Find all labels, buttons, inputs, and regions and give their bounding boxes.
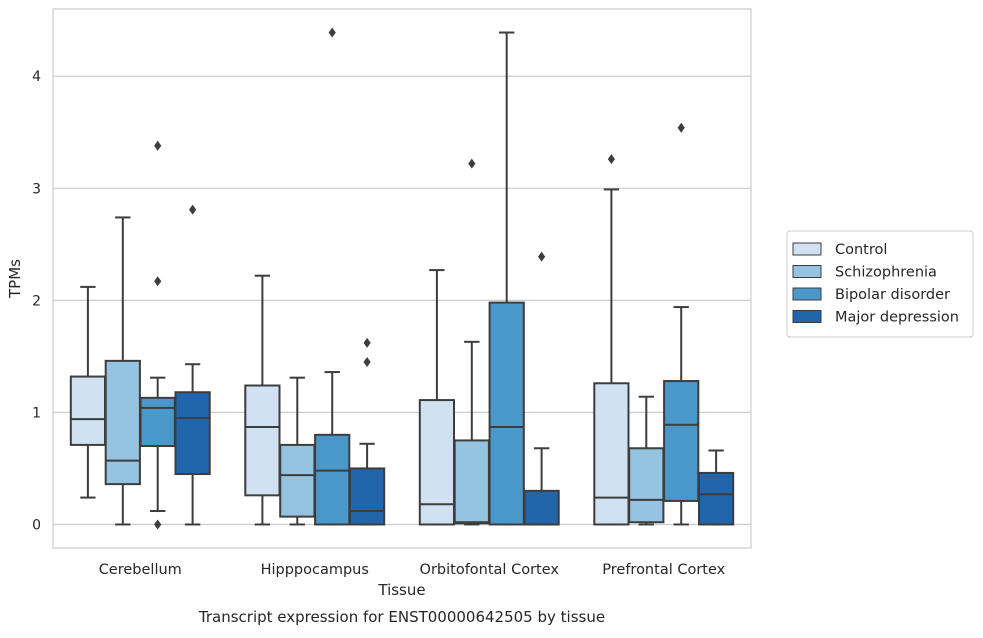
y-tick-label: 0 (32, 517, 41, 533)
legend-swatch (792, 310, 822, 323)
legend-label: Schizophrenia (835, 265, 937, 281)
box-control-hipppocampus (244, 274, 281, 526)
x-axis-label: Tissue (377, 581, 425, 599)
box-major-depression-hipppocampus (348, 337, 386, 526)
outlier-point (154, 276, 162, 287)
legend-swatch (792, 265, 822, 278)
box-body (69, 375, 107, 446)
box-body (348, 467, 386, 526)
box-body (593, 382, 630, 526)
x-tick-label-cerebellum: Cerebellum (99, 562, 182, 578)
box-body (453, 439, 490, 525)
box-layer (69, 27, 735, 530)
box-control-prefrontal-cortex (593, 154, 630, 526)
box-body (418, 399, 456, 526)
outlier-point (363, 356, 371, 367)
box-body (697, 471, 735, 526)
outlier-point (154, 519, 162, 530)
box-major-depression-prefrontal-cortex (697, 449, 735, 526)
box-body (628, 447, 665, 524)
y-tick-label: 4 (32, 69, 41, 85)
outlier-point (468, 158, 476, 169)
box-body (104, 359, 141, 486)
y-tick-label: 1 (32, 405, 41, 421)
x-tick-labels: Cerebellum Hipppocampus Orbitofontal Corte… (99, 562, 726, 578)
outlier-point (328, 27, 336, 38)
box-body (488, 301, 525, 526)
legend-swatch (792, 242, 822, 256)
box-bipolar-disorder-prefrontal-cortex (663, 122, 700, 526)
outlier-point (189, 204, 197, 215)
legend: Control Schizophrenia Bipolar disorder Majo… (786, 230, 974, 338)
legend-frame (786, 230, 974, 338)
y-tick-label: 3 (32, 181, 41, 197)
x-tick-label-orbitofontal-cortex: Orbitofontal Cortex (420, 562, 560, 578)
x-tick-label-hipppocampus: Hipppocampus (261, 562, 369, 578)
box-bipolar-disorder-orbitofontal-cortex (488, 31, 525, 526)
box-bipolar-disorder-hipppocampus (314, 27, 351, 526)
outlier-point (363, 337, 371, 348)
legend-item-schizophrenia: Schizophrenia (792, 265, 937, 281)
box-body (244, 384, 281, 497)
box-control-cerebellum (69, 285, 107, 499)
box-schizophrenia-orbitofontal-cortex (453, 158, 490, 526)
box-body (174, 391, 211, 476)
outlier-point (677, 122, 685, 133)
y-tick-labels: 0 1 2 3 4 (32, 69, 41, 533)
legend-label: Control (835, 242, 887, 258)
outlier-point (607, 154, 615, 165)
box-schizophrenia-hipppocampus (279, 376, 316, 526)
legend-item-major-depression: Major depression (792, 310, 959, 326)
box-schizophrenia-cerebellum (104, 216, 141, 526)
y-tick-label: 2 (32, 293, 41, 309)
legend-label: Major depression (835, 310, 959, 326)
x-tick-label-prefrontal-cortex: Prefrontal Cortex (602, 562, 725, 578)
box-major-depression-orbitofontal-cortex (523, 251, 560, 526)
outlier-point (538, 251, 546, 262)
box-body (314, 433, 351, 526)
legend-label: Bipolar disorder (835, 287, 950, 303)
box-body (139, 396, 176, 448)
legend-item-bipolar-disorder: Bipolar disorder (792, 287, 950, 303)
box-body (523, 489, 560, 526)
legend-item-control: Control (792, 242, 887, 258)
box-control-orbitofontal-cortex (418, 269, 456, 526)
chart-caption: Transcript expression for ENST0000064250… (198, 608, 605, 626)
box-schizophrenia-prefrontal-cortex (628, 395, 665, 526)
y-axis-label: TPMs (6, 259, 24, 299)
legend-swatch (792, 287, 822, 301)
box-bipolar-disorder-cerebellum (139, 140, 176, 530)
box-major-depression-cerebellum (174, 204, 211, 526)
outlier-point (154, 140, 162, 151)
plot-frame (52, 8, 752, 549)
box-body (279, 443, 316, 518)
box-body (663, 380, 700, 502)
